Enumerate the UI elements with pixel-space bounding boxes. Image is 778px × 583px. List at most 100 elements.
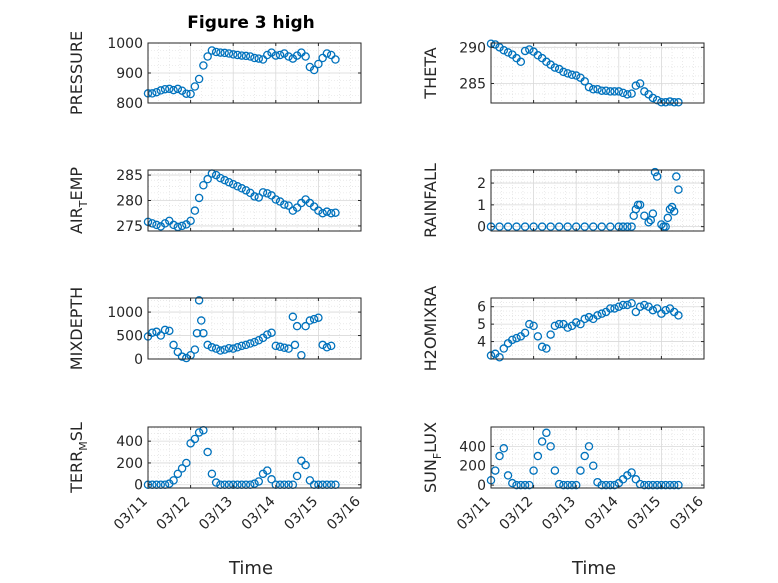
- data-point: [177, 464, 187, 473]
- data-point: [512, 480, 521, 490]
- data-point: [292, 203, 302, 212]
- data-point: [563, 69, 572, 78]
- data-point: [546, 330, 555, 339]
- data-point: [301, 52, 310, 61]
- data-point: [661, 98, 670, 107]
- data-point: [546, 60, 555, 69]
- y-tick-label: 1000: [107, 36, 143, 52]
- data-point: [491, 40, 500, 49]
- data-point: [271, 195, 281, 204]
- data-point: [245, 52, 255, 61]
- y-axis-label-rest: EMP: [67, 167, 86, 201]
- data-point: [597, 480, 607, 490]
- y-tick-label: 200: [116, 456, 143, 472]
- data-point: [173, 469, 183, 479]
- data-point: [199, 180, 208, 190]
- data-point: [495, 451, 504, 461]
- data-point: [576, 466, 585, 475]
- data-point: [529, 466, 538, 475]
- data-point: [245, 339, 255, 348]
- data-point: [182, 89, 191, 98]
- x-axis-label-right: Time: [571, 558, 616, 579]
- data-point: [207, 46, 217, 55]
- data-point: [194, 74, 204, 84]
- y-axis-label: THETA: [421, 47, 440, 99]
- data-point: [546, 222, 555, 231]
- y-axis-label-main: PRESSURE: [67, 31, 86, 115]
- data-point: [182, 353, 191, 363]
- data-point: [237, 184, 246, 193]
- data-point: [254, 54, 264, 63]
- data-point: [331, 208, 340, 217]
- data-point: [588, 85, 598, 94]
- y-tick-label: 280: [116, 194, 143, 210]
- data-point: [254, 477, 264, 486]
- data-point: [580, 77, 589, 86]
- data-point: [305, 476, 315, 485]
- data-point: [314, 59, 323, 69]
- data-point: [233, 50, 242, 60]
- data-point: [610, 87, 619, 96]
- data-point: [665, 204, 675, 214]
- data-point: [525, 480, 534, 490]
- data-point: [525, 45, 534, 54]
- data-point: [652, 95, 662, 105]
- data-point: [207, 469, 217, 479]
- data-point: [571, 71, 581, 80]
- y-axis-label: MIXDEPTH: [67, 287, 86, 370]
- data-point: [610, 480, 619, 490]
- y-tick-label: 200: [459, 459, 486, 475]
- data-point: [211, 47, 221, 57]
- data-point: [194, 296, 204, 305]
- data-point: [563, 480, 572, 490]
- data-point: [326, 208, 336, 218]
- subplot-h2omixra: 4 56 H2OMIXRA: [421, 286, 705, 371]
- data-point: [165, 326, 174, 336]
- data-point: [648, 480, 658, 490]
- y-axis-label: PRESSURE: [67, 31, 86, 115]
- y-tick-label: 400: [459, 439, 486, 455]
- data-point: [614, 87, 624, 96]
- data-point: [593, 311, 602, 320]
- data-point: [667, 202, 677, 212]
- data-point: [661, 222, 670, 231]
- data-point: [606, 222, 615, 231]
- data-point: [203, 447, 212, 457]
- data-point: [199, 61, 208, 70]
- data-point: [322, 343, 332, 352]
- data-point: [186, 89, 195, 99]
- data-point: [160, 325, 170, 335]
- y-tick-label: 0: [134, 478, 143, 494]
- data-point: [177, 352, 187, 361]
- data-point: [584, 312, 594, 322]
- data-point: [644, 218, 653, 227]
- data-point: [237, 341, 246, 351]
- data-point: [216, 48, 225, 57]
- data-point: [648, 93, 658, 103]
- data-point: [597, 222, 607, 231]
- data-point: [275, 50, 285, 60]
- data-point: [657, 480, 666, 490]
- data-point: [554, 222, 564, 231]
- y-tick-label: 900: [116, 66, 143, 82]
- y-tick-label: 0: [477, 220, 486, 236]
- y-axis-label-subscript: M: [77, 441, 90, 451]
- data-point: [267, 475, 276, 484]
- data-point: [290, 340, 300, 350]
- data-point: [211, 344, 221, 353]
- data-point: [258, 188, 268, 197]
- data-point: [593, 85, 602, 94]
- y-axis-label-subscript: T: [77, 200, 90, 208]
- data-point: [542, 344, 551, 353]
- y-axis-label-main: MIXDEPTH: [67, 287, 86, 370]
- y-tick-label: 6: [477, 300, 486, 316]
- data-point: [533, 451, 543, 461]
- data-point: [525, 319, 534, 329]
- data-point: [263, 50, 272, 60]
- data-point: [182, 458, 191, 468]
- data-point: [297, 456, 306, 466]
- data-point: [571, 318, 581, 327]
- y-axis-label-rest: SL: [67, 422, 86, 441]
- y-tick-label: 0: [477, 478, 486, 494]
